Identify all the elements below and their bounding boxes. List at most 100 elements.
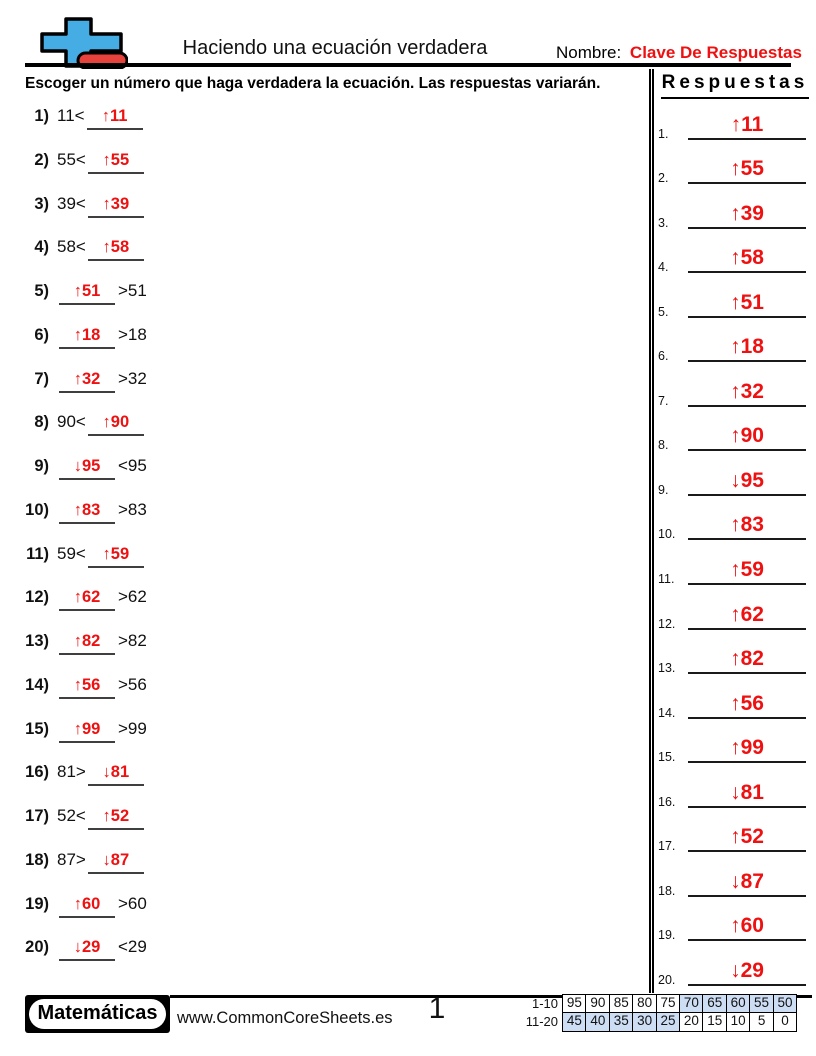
answer-number: 17. [658, 839, 676, 854]
problem-answer: ↑83 [73, 500, 101, 519]
answer-blank: ↑59 [87, 544, 144, 568]
answer-item: 12. ↑62 [654, 593, 816, 638]
score-row-1-cells: 95 90 85 80 75 70 65 60 55 50 [562, 994, 798, 1014]
problem-answer: ↑62 [73, 588, 101, 607]
problem-row: 17) 52< ↑52 [18, 806, 618, 850]
problem-number: 1) [34, 107, 49, 125]
problem-row: 3) 39< ↑39 [18, 194, 618, 238]
problem-pre-text: 11< [57, 106, 85, 125]
score-cell: 85 [608, 994, 634, 1014]
problem-row: 2) 55< ↑55 [18, 150, 618, 194]
problem-row: 15) ↑99 >99 [18, 719, 618, 763]
problem-answer: ↑32 [73, 369, 101, 388]
answer-item: 9. ↓95 [654, 459, 816, 504]
answer-line: ↑82 [688, 647, 806, 675]
problem-number: 11) [26, 544, 49, 563]
answer-line: ↑60 [688, 914, 806, 942]
answers-list: 1. ↑11 2. ↑55 3. ↑39 [654, 103, 816, 994]
answer-blank: ↑39 [87, 194, 144, 218]
score-cell: 75 [655, 994, 681, 1014]
problem-answer: ↑99 [73, 719, 101, 738]
problem-answer: ↑11 [101, 107, 128, 125]
name-row: Nombre: Clave De Respuestas [556, 43, 802, 63]
problem-number: 8) [34, 413, 49, 432]
problem-row: 7) ↑32 >32 [18, 369, 618, 413]
answer-item: 2. ↑55 [654, 148, 816, 193]
answer-value: ↑90 [730, 424, 764, 448]
answer-number: 8. [658, 438, 669, 453]
problem-row: 18) 87> ↓87 [18, 850, 618, 894]
problem-pre-text: 39< [57, 193, 86, 213]
answer-item: 7. ↑32 [654, 370, 816, 415]
score-cell: 5 [749, 1012, 775, 1032]
problem-number: 2) [34, 150, 49, 169]
problem-number: 16) [25, 763, 49, 782]
problem-row: 8) 90< ↑90 [18, 412, 618, 456]
answer-line: ↑90 [688, 424, 806, 452]
answer-number: 20. [658, 972, 676, 987]
answer-item: 13. ↑82 [654, 638, 816, 683]
problem-post-text: >83 [118, 499, 147, 519]
answer-item: 8. ↑90 [654, 415, 816, 460]
answer-value: ↑99 [730, 736, 764, 760]
problem-number: 13) [25, 632, 49, 650]
answer-value: ↓29 [730, 958, 764, 982]
answer-value: ↑82 [730, 647, 764, 671]
answer-blank: ↑90 [87, 412, 144, 437]
problem-row: 16) 81> ↓81 [18, 762, 618, 806]
problem-post-text: <95 [118, 456, 147, 475]
problem-post-text: >51 [118, 281, 147, 300]
header-divider [25, 63, 791, 67]
answer-line: ↑83 [688, 513, 806, 541]
problem-answer: ↑56 [73, 675, 101, 694]
problem-answer: ↑82 [73, 632, 101, 650]
score-cell: 25 [655, 1012, 681, 1032]
score-cell: 40 [585, 1012, 611, 1032]
problem-answer: ↓81 [102, 763, 130, 782]
instructions-text: Escoger un número que haga verdadera la … [25, 75, 601, 92]
answer-line: ↑52 [688, 825, 806, 853]
answer-line: ↑62 [688, 603, 806, 630]
answer-item: 20. ↓29 [654, 949, 816, 994]
score-cell: 0 [772, 1012, 798, 1032]
answer-blank: ↑60 [59, 894, 115, 918]
problem-answer: ↑39 [102, 194, 130, 213]
problem-row: 14) ↑56 >56 [18, 675, 618, 719]
answer-blank: ↑83 [59, 500, 115, 524]
answer-value: ↑55 [730, 157, 764, 181]
problem-post-text: >99 [118, 718, 147, 738]
score-cell: 35 [608, 1012, 634, 1032]
answer-number: 18. [658, 883, 676, 898]
problem-number: 12) [25, 588, 49, 607]
answer-line: ↓29 [688, 959, 806, 986]
answer-item: 18. ↓87 [654, 860, 816, 905]
problem-answer: ↑59 [102, 544, 130, 563]
answer-line: ↑51 [688, 291, 806, 318]
answer-number: 16. [658, 794, 676, 809]
score-row-2: 11-20 45 40 35 30 25 20 15 10 [518, 1012, 798, 1032]
answer-value: ↑18 [730, 335, 764, 359]
score-cell: 60 [725, 994, 751, 1014]
answer-number: 13. [658, 661, 676, 676]
answer-line: ↓87 [688, 870, 806, 897]
problem-row: 10) ↑83 >83 [18, 500, 618, 544]
problem-answer: ↑58 [102, 238, 130, 257]
score-row-2-cells: 45 40 35 30 25 20 15 10 5 0 [562, 1012, 798, 1032]
problem-number: 10) [25, 500, 49, 519]
problem-answer: ↑55 [102, 150, 130, 169]
answer-line: ↑99 [688, 736, 806, 764]
page-number: 1 [428, 992, 446, 1025]
answer-blank: ↑99 [59, 719, 115, 743]
answer-blank: ↑18 [59, 325, 115, 349]
answer-value: ↑11 [730, 112, 764, 136]
answers-panel: Respuestas 1. ↑11 2. ↑55 3 [649, 69, 816, 993]
answer-blank: ↑62 [59, 587, 115, 612]
problem-row: 20) ↓29 <29 [18, 937, 618, 981]
answer-blank: ↑56 [59, 675, 115, 699]
problem-number: 3) [34, 194, 49, 213]
score-row-1: 1-10 95 90 85 80 75 70 65 60 [518, 994, 798, 1014]
problem-number: 7) [34, 369, 49, 388]
score-cell: 65 [702, 994, 728, 1014]
answer-item: 19. ↑60 [654, 905, 816, 950]
website-url: www.CommonCoreSheets.es [177, 1009, 393, 1027]
